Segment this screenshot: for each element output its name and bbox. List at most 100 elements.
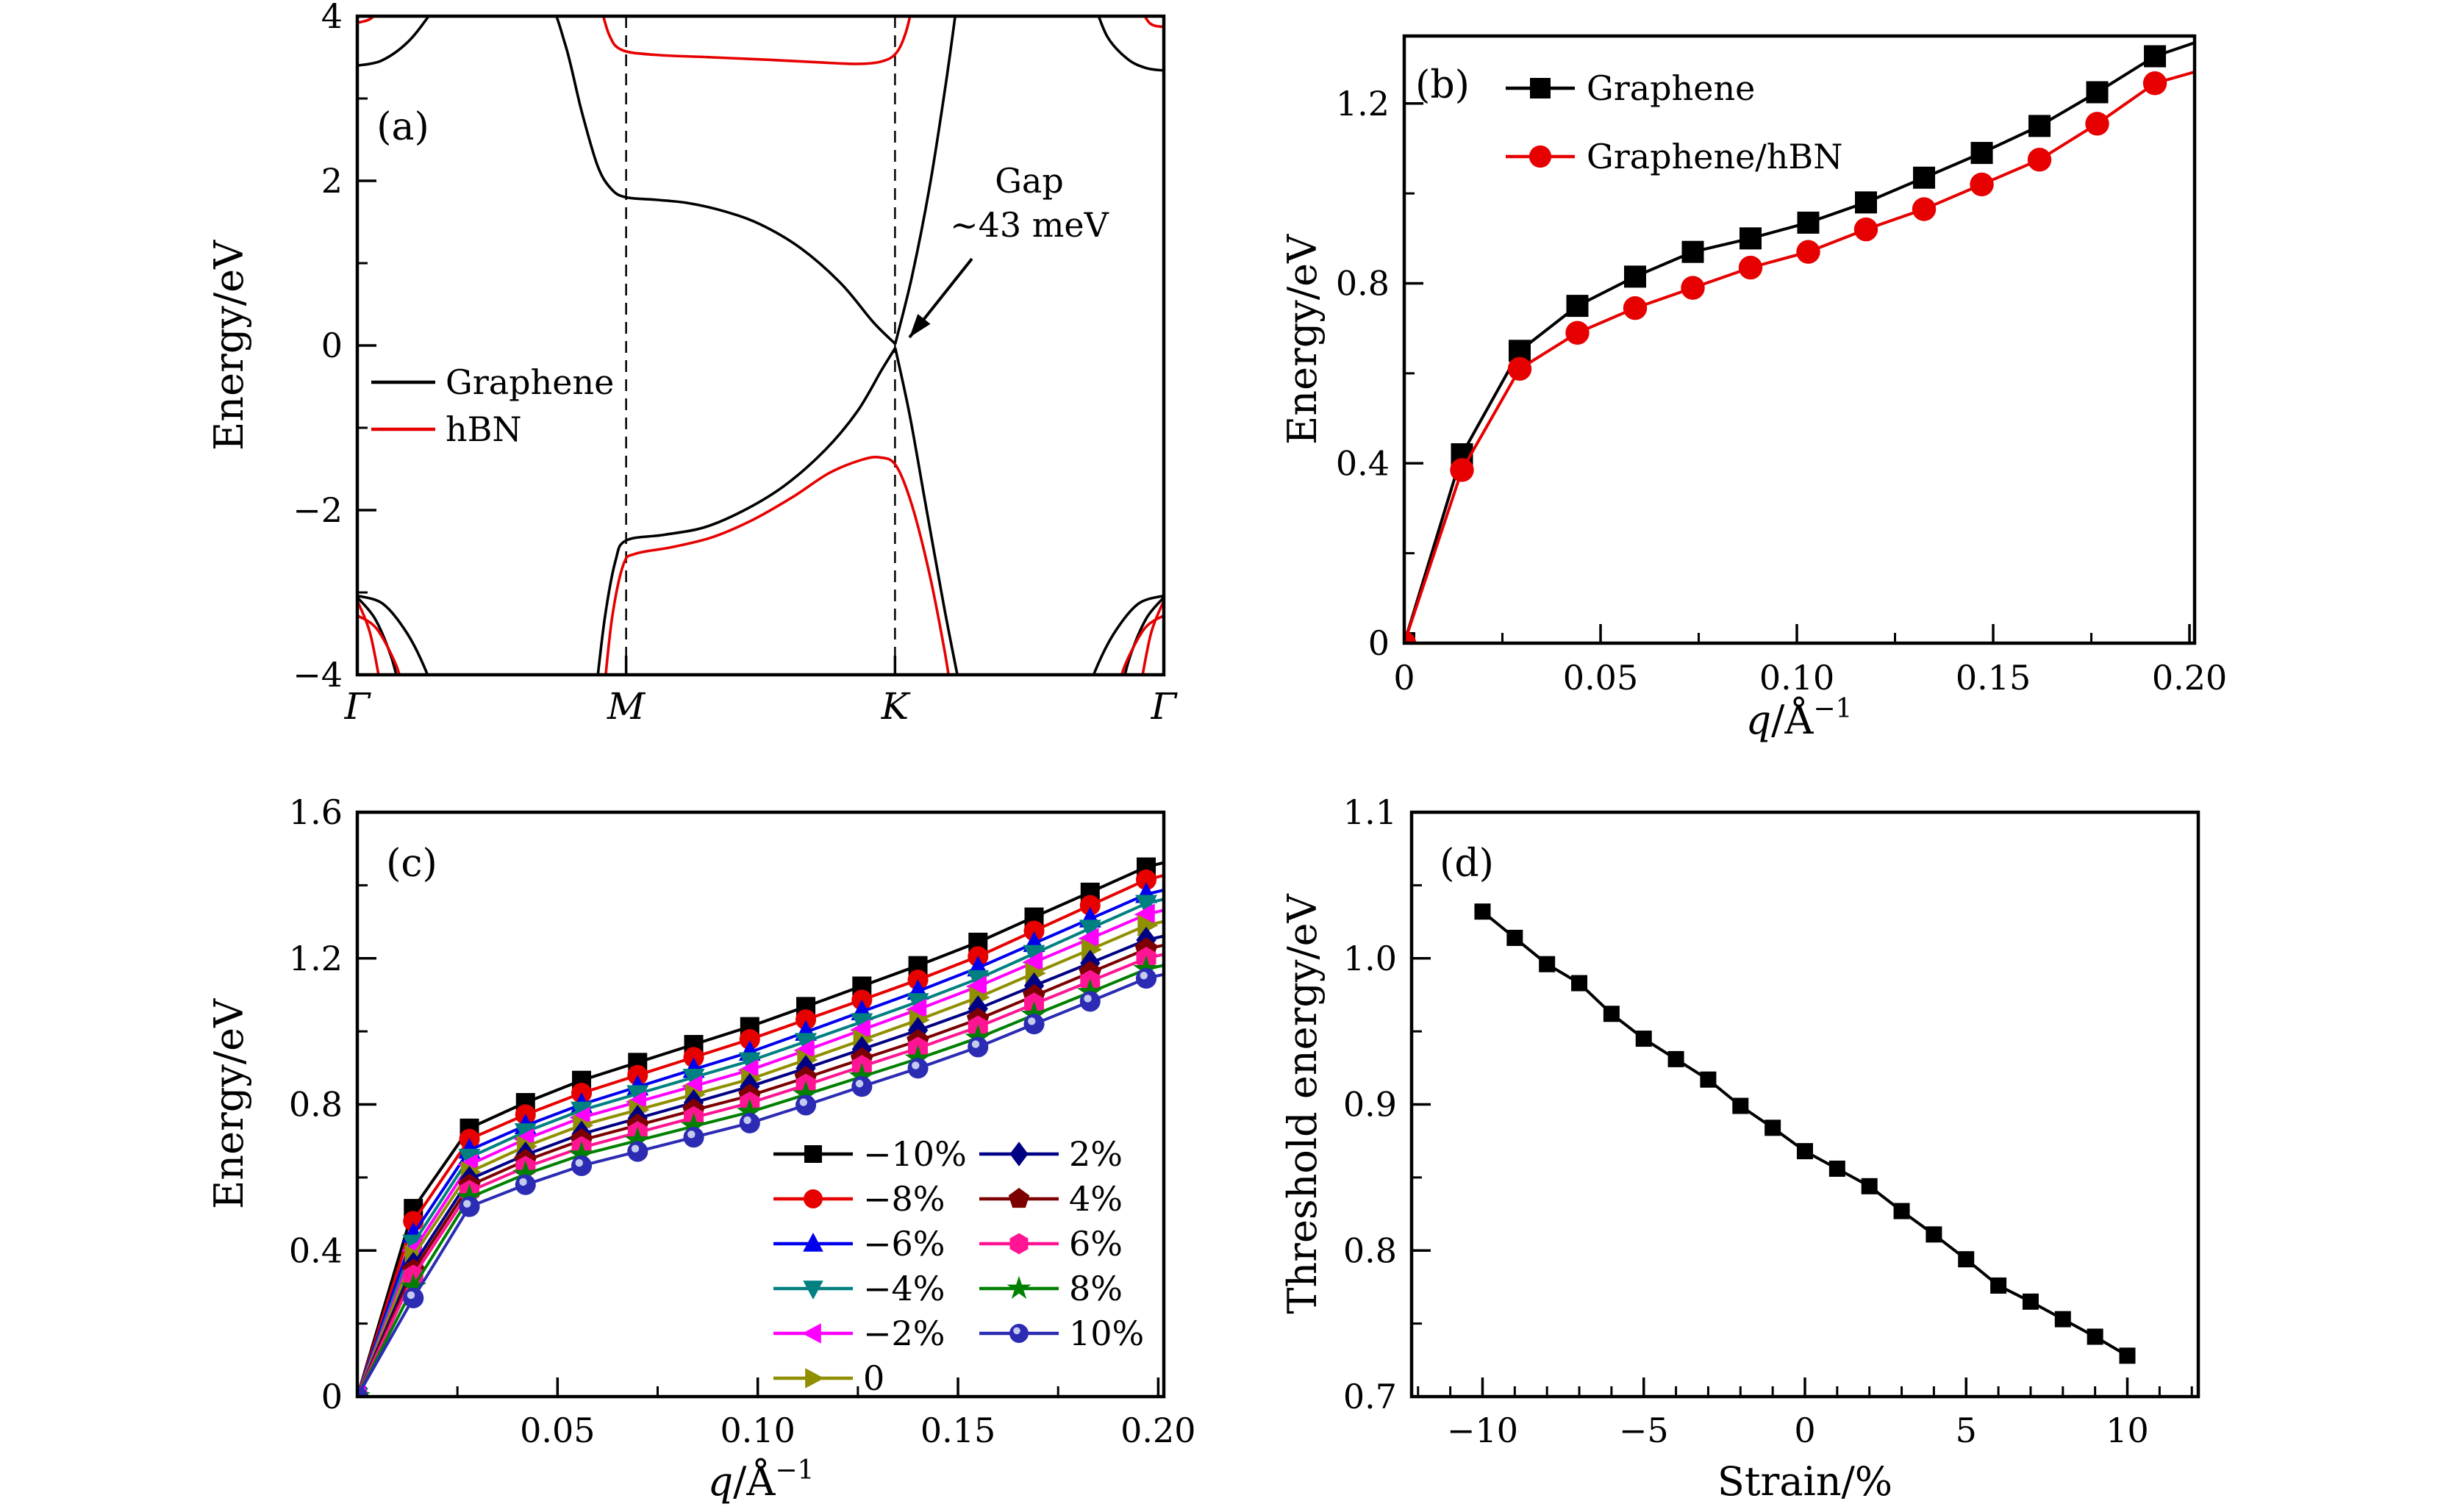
- x-tick-label: 0.15: [1956, 658, 2031, 698]
- point-−2%: [1078, 927, 1099, 950]
- gap-annotation-line1: Gap: [995, 161, 1064, 201]
- point-Graphene: [1681, 240, 1704, 263]
- panel-d-series: [1474, 903, 2136, 1364]
- point-−8%: [1135, 869, 1157, 890]
- point-Graphene/hBN: [1507, 356, 1532, 381]
- point-Graphene: [1797, 211, 1820, 234]
- x-tick-label: 0.10: [720, 1411, 795, 1450]
- panel-d-axes: 0.7 0.8 0.9 1.0 1.1 −10 −5 0 5 10 Threshold energy…: [1279, 792, 2200, 1505]
- point-−8%: [1079, 895, 1101, 916]
- legend-label-−10%: −10%: [863, 1134, 967, 1174]
- legend-label-Graphene: Graphene: [446, 362, 614, 402]
- point-Threshold energy: [1571, 975, 1588, 992]
- legend-label-4%: 4%: [1069, 1179, 1123, 1219]
- y-tick-label: 1.0: [1343, 939, 1397, 978]
- series-line-4%: [357, 943, 1164, 1397]
- y-tick-label: 0: [321, 326, 343, 365]
- panel-a-legend: Graphene hBN: [371, 362, 614, 449]
- band-hBN: [1141, 600, 1164, 675]
- y-axis-label: Threshold energy/eV: [1279, 893, 1326, 1314]
- point-−8%: [1023, 920, 1045, 942]
- point-Threshold energy: [1506, 929, 1523, 946]
- point-Threshold energy: [1926, 1226, 1942, 1243]
- point-Graphene: [1855, 191, 1878, 214]
- point-−4%: [738, 1052, 761, 1073]
- point-8%: [568, 1141, 595, 1167]
- y-axis-label: Energy/eV: [206, 240, 252, 451]
- x-tick-label: −5: [1619, 1411, 1669, 1450]
- point-10%: [1079, 991, 1101, 1012]
- y-tick-label: 0.4: [1336, 443, 1390, 483]
- plot-frame: [355, 14, 1166, 677]
- point-10%: [571, 1155, 593, 1177]
- series-line-−2%: [357, 909, 1164, 1397]
- point-8%: [680, 1112, 707, 1138]
- point-Graphene/hBN: [2142, 71, 2167, 96]
- point-Threshold energy: [2087, 1328, 2103, 1345]
- point-Threshold energy: [1667, 1050, 1684, 1067]
- y-tick-label: 0.4: [289, 1230, 343, 1270]
- panel-c-axes: 0 0.4 0.8 1.2 1.6 0.05 0.10 0.15 0.20 Energy/eV q/…: [206, 792, 1196, 1505]
- gap-arrow-head: [909, 314, 931, 337]
- y-tick-label: 0.7: [1343, 1377, 1397, 1416]
- point-10%: [403, 1287, 424, 1308]
- legend-marker-2%: [1009, 1142, 1029, 1167]
- point-Graphene/hBN: [2085, 112, 2109, 136]
- point-Threshold energy: [1732, 1097, 1749, 1114]
- point-Threshold energy: [1700, 1071, 1717, 1088]
- point-Threshold energy: [1861, 1178, 1878, 1194]
- band-Graphene: [1097, 16, 1164, 72]
- y-tick-label: 0: [1368, 623, 1390, 663]
- series-line-0: [357, 920, 1164, 1397]
- point-10%: [515, 1174, 536, 1195]
- legend-marker-−8%: [804, 1189, 823, 1208]
- x-axis-label: q/Å−1: [1746, 694, 1853, 743]
- x-tick-label: 0.05: [1563, 658, 1638, 698]
- legend-label-−8%: −8%: [863, 1179, 945, 1219]
- gap-annotation-line2: ∼43 meV: [950, 205, 1109, 245]
- y-tick-label: 1.1: [1343, 792, 1397, 832]
- point-Threshold energy: [2054, 1311, 2071, 1328]
- point-10%: [851, 1076, 873, 1097]
- point-−2%: [850, 1019, 871, 1042]
- x-tick-label: K: [881, 685, 911, 728]
- point-8%: [624, 1126, 651, 1152]
- point-Graphene/hBN: [1623, 295, 1648, 320]
- point-10%: [459, 1196, 480, 1217]
- x-tick-label: 10: [2106, 1411, 2149, 1450]
- point-8%: [1076, 978, 1104, 1004]
- point-Graphene: [2144, 45, 2167, 68]
- band-Graphene: [893, 16, 957, 345]
- panel-c-legend: −10% −8% −6% −4% −2% 0 2% 4% 6% 8% 10%: [773, 1134, 1144, 1398]
- x-tick-label: 0.15: [920, 1411, 995, 1450]
- point-Graphene/hBN: [1404, 631, 1417, 643]
- point-10%: [907, 1058, 929, 1079]
- point-10%: [683, 1127, 704, 1148]
- legend-label-hBN: hBN: [446, 409, 522, 449]
- x-tick-label: 0.20: [1120, 1411, 1195, 1450]
- series-line-10%: [357, 972, 1164, 1397]
- series-line-6%: [357, 953, 1164, 1397]
- legend-marker-−2%: [802, 1323, 821, 1344]
- x-tick-label: −10: [1447, 1411, 1518, 1450]
- point-8%: [965, 1024, 992, 1050]
- point-8%: [904, 1045, 932, 1070]
- point-Threshold energy: [1764, 1119, 1781, 1136]
- point-Graphene/hBN: [2027, 148, 2052, 172]
- x-tick-label: Γ: [344, 685, 372, 728]
- panel-b-series: [1404, 41, 2195, 643]
- point-−8%: [795, 1009, 817, 1031]
- panel-c-series: [357, 857, 1164, 1397]
- legend-marker-4%: [1008, 1188, 1030, 1208]
- y-tick-label: 4: [321, 0, 343, 36]
- point-Threshold energy: [1893, 1203, 1910, 1219]
- series-line-−4%: [357, 897, 1164, 1397]
- x-tick-label: Γ: [1151, 685, 1179, 728]
- point-Threshold energy: [2119, 1347, 2136, 1364]
- y-tick-label: 0.8: [289, 1085, 343, 1125]
- point-Graphene: [1913, 166, 1936, 189]
- y-tick-label: 1.6: [289, 792, 343, 832]
- band-Graphene: [357, 596, 398, 675]
- point-10%: [739, 1112, 760, 1133]
